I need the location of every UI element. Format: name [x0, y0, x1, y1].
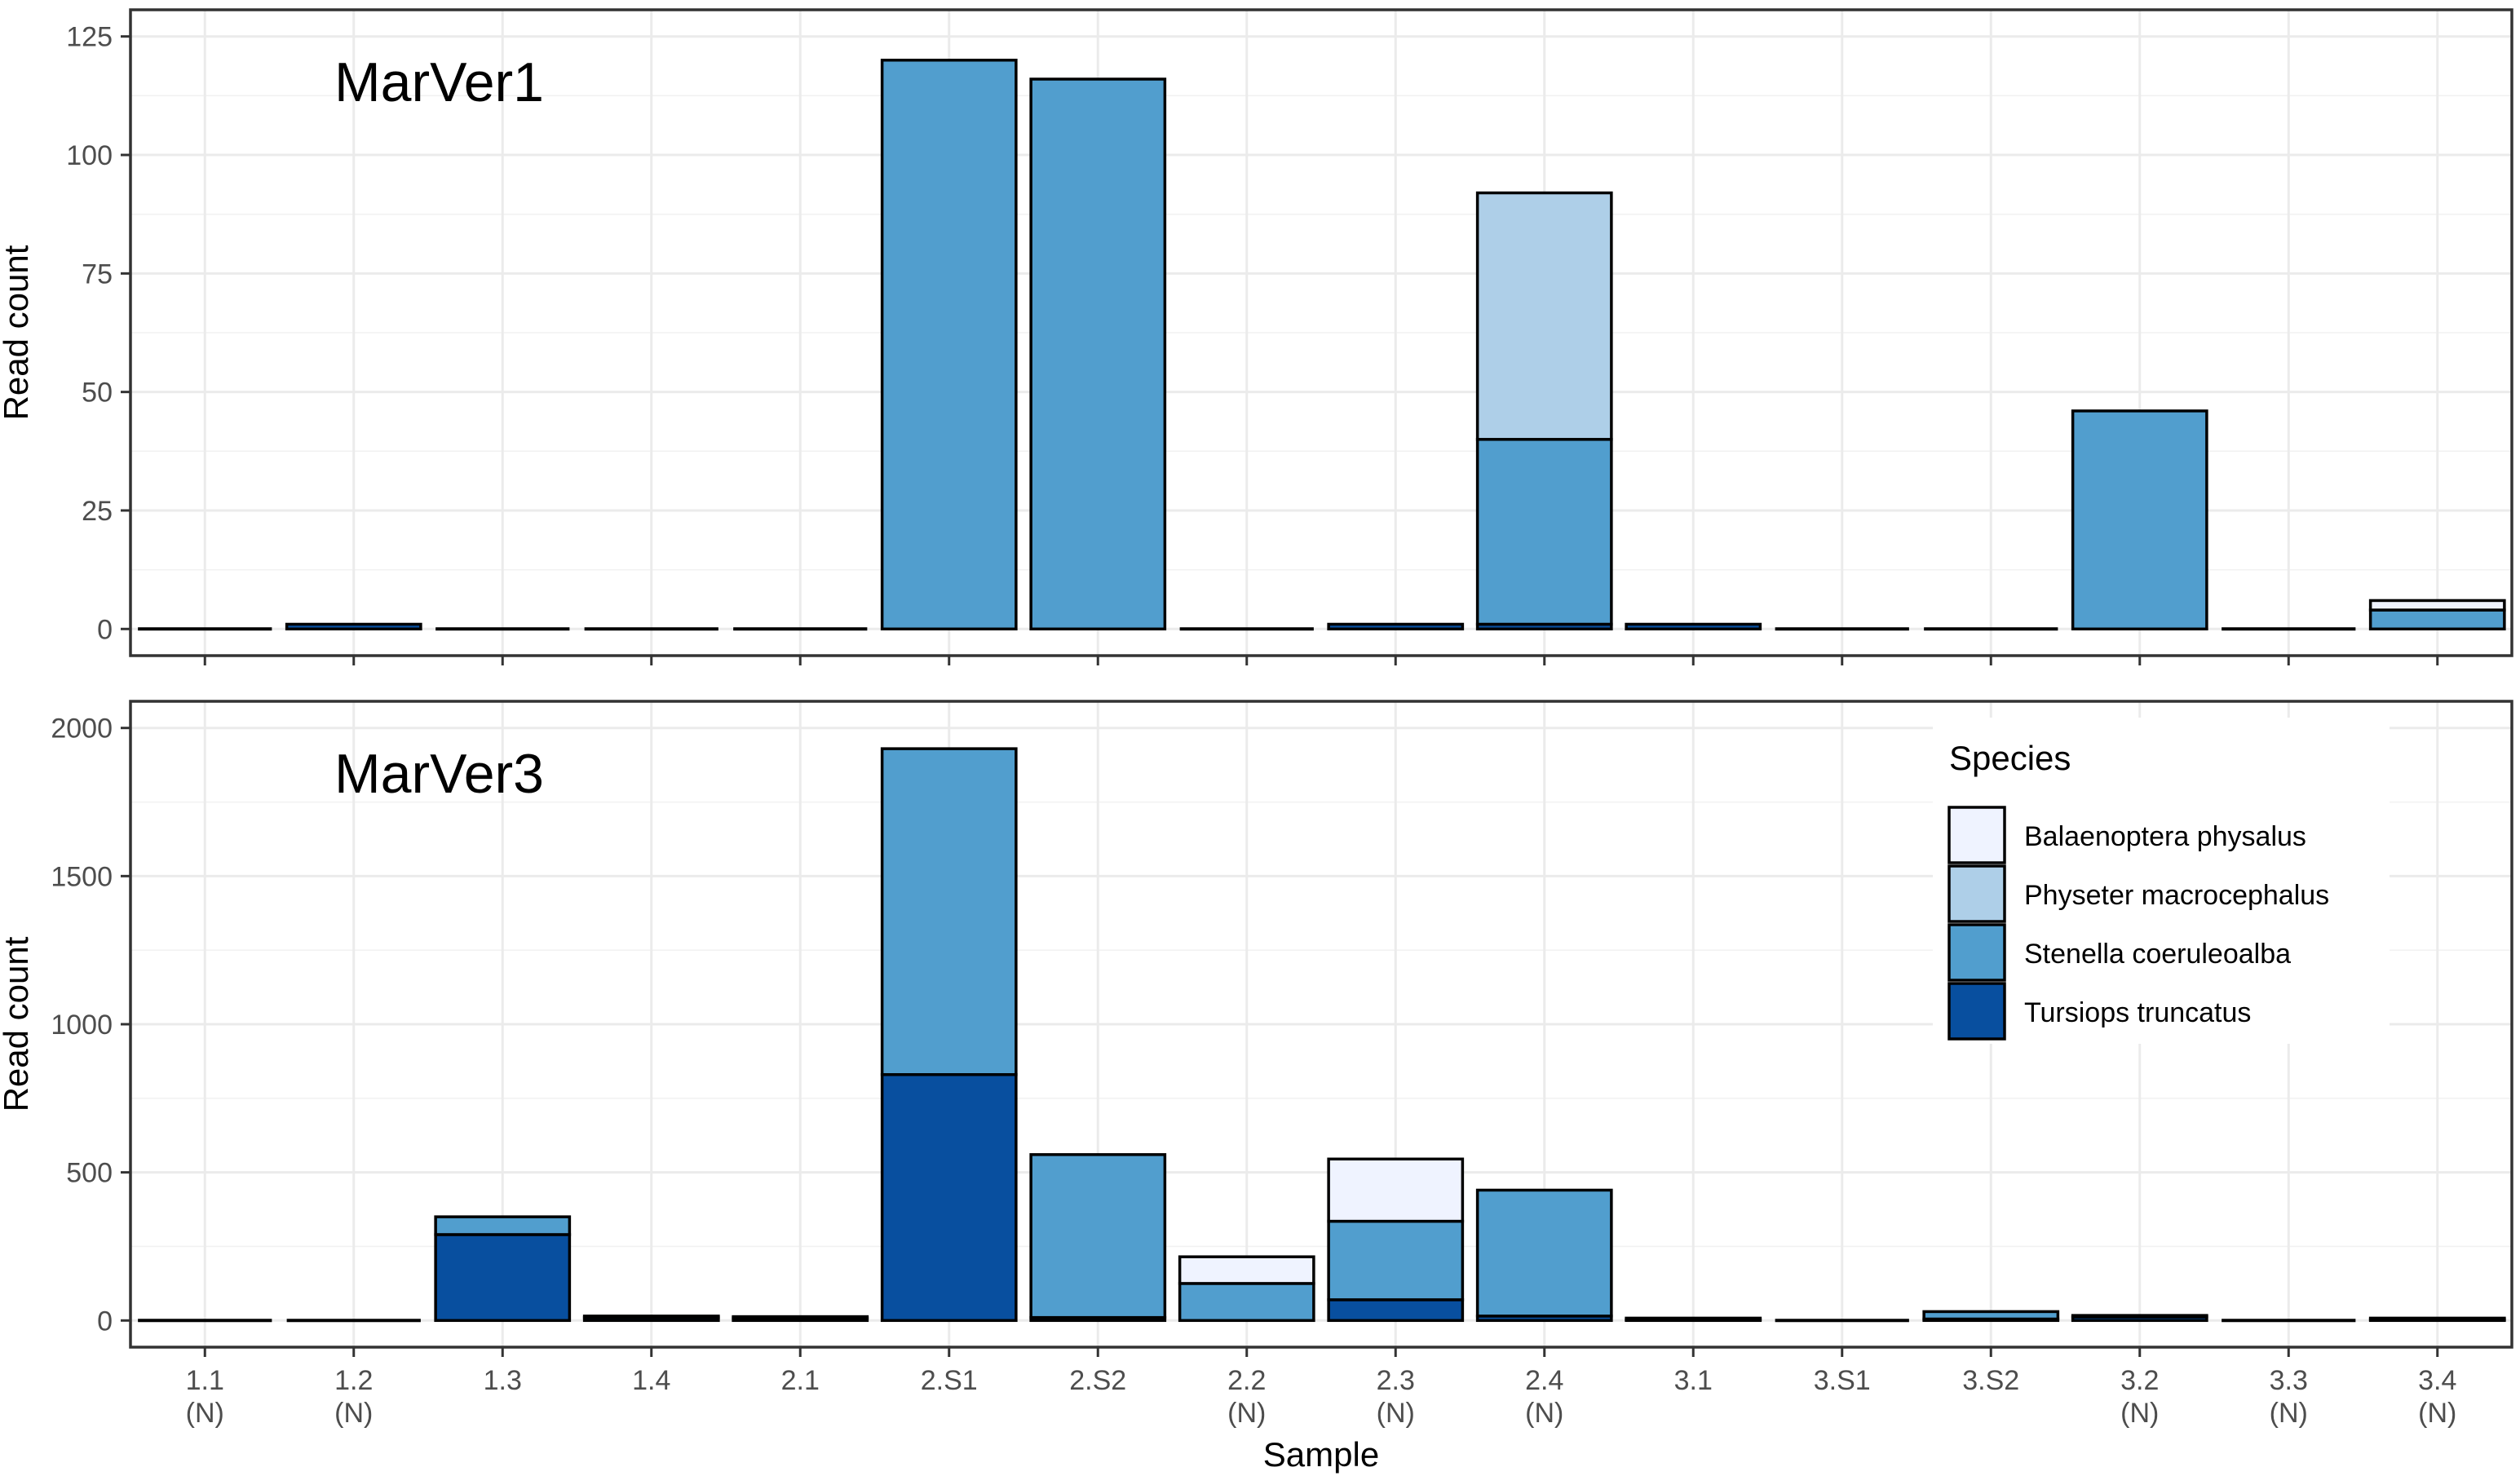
x-tick-label-1-2: 1.2: [334, 1365, 373, 1396]
legend-label-stenella-coeruleoalba: Stenella coeruleoalba: [2024, 939, 2291, 970]
x-axis: 1.1(N)1.2(N)1.3 1.4 2.1 2.S1 2.S2 2.2(N)2.3(N…: [186, 1365, 2457, 1474]
bar-marver1-3-4-stenella-coeruleoalba: [2368, 608, 2506, 631]
y-tick-label: 1500: [51, 861, 113, 892]
bar-marver3-3-4-stenella-coeruleoalba: [2368, 1316, 2506, 1321]
x-tick-sublabel-3-2: (N): [2120, 1398, 2159, 1429]
bar-marver3-1-3-stenella-coeruleoalba: [434, 1215, 572, 1236]
y-tick-label: 75: [82, 259, 113, 289]
bar-marver3-2-s1-tursiops-truncatus: [880, 1073, 1018, 1323]
x-tick-sublabel-2-4: (N): [1525, 1398, 1563, 1429]
bar-marver1-3-4-balaenoptera-physalus: [2368, 599, 2506, 612]
x-tick-sublabel-3-3: (N): [2270, 1398, 2308, 1429]
x-tick-sublabel-2-2: (N): [1227, 1398, 1266, 1429]
y-tick-label: 50: [82, 378, 113, 409]
x-tick-label-3-s2: 3.S2: [1962, 1365, 2019, 1396]
legend-swatch-tursiops-truncatus: [1947, 982, 2006, 1041]
bar-marver1-3-1-tursiops-truncatus: [1625, 622, 1762, 631]
bar-marver3-3-1-stenella-coeruleoalba: [1625, 1316, 1762, 1321]
bar-marver1-2-s2-stenella-coeruleoalba: [1029, 77, 1167, 631]
x-tick-sublabel-3-4: (N): [2418, 1398, 2456, 1429]
bar-marver3-2-3-tursiops-truncatus: [1327, 1298, 1465, 1323]
legend-swatch-stenella-coeruleoalba: [1947, 923, 2006, 982]
x-tick-sublabel-2-3: (N): [1377, 1398, 1415, 1429]
y-tick-label: 0: [97, 614, 113, 645]
panel-marver1: 0 25 50 75 100 125 MarVer1: [66, 8, 2513, 665]
panel-border: [129, 700, 2513, 1349]
y-tick-label: 500: [66, 1158, 113, 1189]
y-tick-label: 100: [66, 140, 113, 171]
x-tick-sublabel-1-1: (N): [186, 1398, 224, 1429]
panel-border: [129, 8, 2513, 657]
bar-marver3-2-s2-stenella-coeruleoalba: [1029, 1153, 1167, 1319]
y-axis-title-marver1: Read count: [0, 245, 35, 420]
legend-swatch-balaenoptera-physalus: [1947, 806, 2006, 864]
x-tick-label-2-4: 2.4: [1525, 1365, 1563, 1396]
legend: Species Balaenoptera physalus Physeter mac…: [1933, 718, 2390, 1044]
bar-marver1-2-4-stenella-coeruleoalba: [1475, 438, 1613, 626]
x-tick-label-3-3: 3.3: [2270, 1365, 2308, 1396]
bar-marver3-2-4-stenella-coeruleoalba: [1475, 1188, 1613, 1318]
x-tick-label-2-s1: 2.S1: [921, 1365, 978, 1396]
legend-label-physeter-macrocephalus: Physeter macrocephalus: [2024, 880, 2329, 911]
bar-marver3-2-2-balaenoptera-physalus: [1178, 1255, 1315, 1285]
legend-label-balaenoptera-physalus: Balaenoptera physalus: [2024, 821, 2306, 852]
y-tick-label: 2000: [51, 714, 113, 745]
x-tick-label-3-1: 3.1: [1674, 1365, 1713, 1396]
x-axis-title: Sample: [1263, 1435, 1379, 1474]
y-axis-titles: Read count Read count: [0, 245, 35, 1111]
x-tick-label-3-s1: 3.S1: [1814, 1365, 1871, 1396]
legend-swatch-physeter-macrocephalus: [1947, 864, 2006, 923]
bar-marver3-2-s1-stenella-coeruleoalba: [880, 747, 1018, 1076]
y-tick-label: 25: [82, 496, 113, 527]
bar-marver3-1-3-tursiops-truncatus: [434, 1233, 572, 1323]
y-tick-label: 1000: [51, 1010, 113, 1041]
x-tick-label-2-1: 2.1: [781, 1365, 820, 1396]
y-tick-label: 125: [66, 22, 113, 53]
y-axis-title-marver3: Read count: [0, 936, 35, 1111]
x-tick-sublabel-1-2: (N): [334, 1398, 373, 1429]
bar-marver1-2-4-physeter-macrocephalus: [1475, 191, 1613, 441]
legend-background: [1933, 718, 2390, 1044]
bar-marver1-1-2-tursiops-truncatus: [285, 622, 422, 631]
x-tick-label-2-s2: 2.S2: [1069, 1365, 1126, 1396]
y-tick-label: 0: [97, 1306, 113, 1337]
bar-marver1-2-s1-stenella-coeruleoalba: [880, 59, 1018, 631]
bar-marver3-2-1-stenella-coeruleoalba: [732, 1315, 869, 1320]
bar-marver1-2-3-tursiops-truncatus: [1327, 622, 1465, 631]
x-tick-label-3-4: 3.4: [2418, 1365, 2456, 1396]
bar-marver3-2-3-balaenoptera-physalus: [1327, 1157, 1465, 1223]
bar-marver3-3-2-stenella-coeruleoalba: [2071, 1314, 2208, 1319]
x-tick-label-2-2: 2.2: [1227, 1365, 1266, 1396]
x-tick-label-2-3: 2.3: [1377, 1365, 1415, 1396]
bar-marver3-2-3-stenella-coeruleoalba: [1327, 1219, 1465, 1301]
bar-marver3-3-s2-stenella-coeruleoalba: [1922, 1310, 2060, 1321]
legend-title: Species: [1949, 739, 2071, 777]
panel-title-marver1: MarVer1: [334, 51, 544, 113]
bar-marver3-2-2-stenella-coeruleoalba: [1178, 1282, 1315, 1323]
x-tick-label-3-2: 3.2: [2120, 1365, 2159, 1396]
bar-marver3-1-4-stenella-coeruleoalba: [582, 1315, 720, 1319]
x-tick-label-1-4: 1.4: [632, 1365, 670, 1396]
x-tick-label-1-3: 1.3: [484, 1365, 522, 1396]
panel-title-marver3: MarVer3: [334, 743, 544, 805]
legend-label-tursiops-truncatus: Tursiops truncatus: [2024, 997, 2251, 1028]
bar-marver1-3-2-stenella-coeruleoalba: [2071, 409, 2208, 631]
x-tick-label-1-1: 1.1: [186, 1365, 224, 1396]
